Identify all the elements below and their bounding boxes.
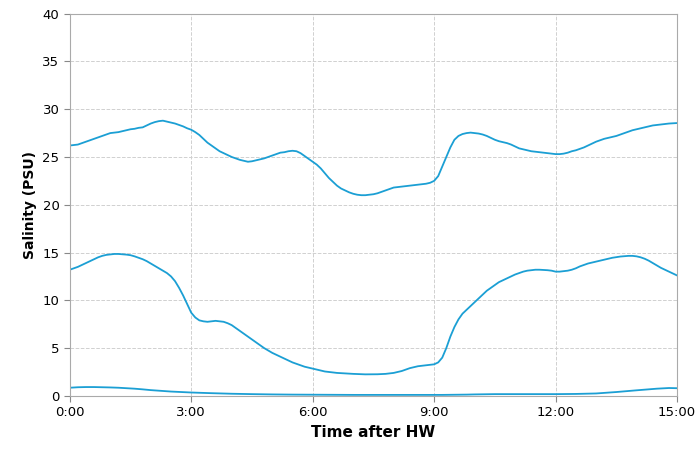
Y-axis label: Salinity (PSU): Salinity (PSU) (23, 151, 37, 259)
X-axis label: Time after HW: Time after HW (311, 425, 436, 440)
